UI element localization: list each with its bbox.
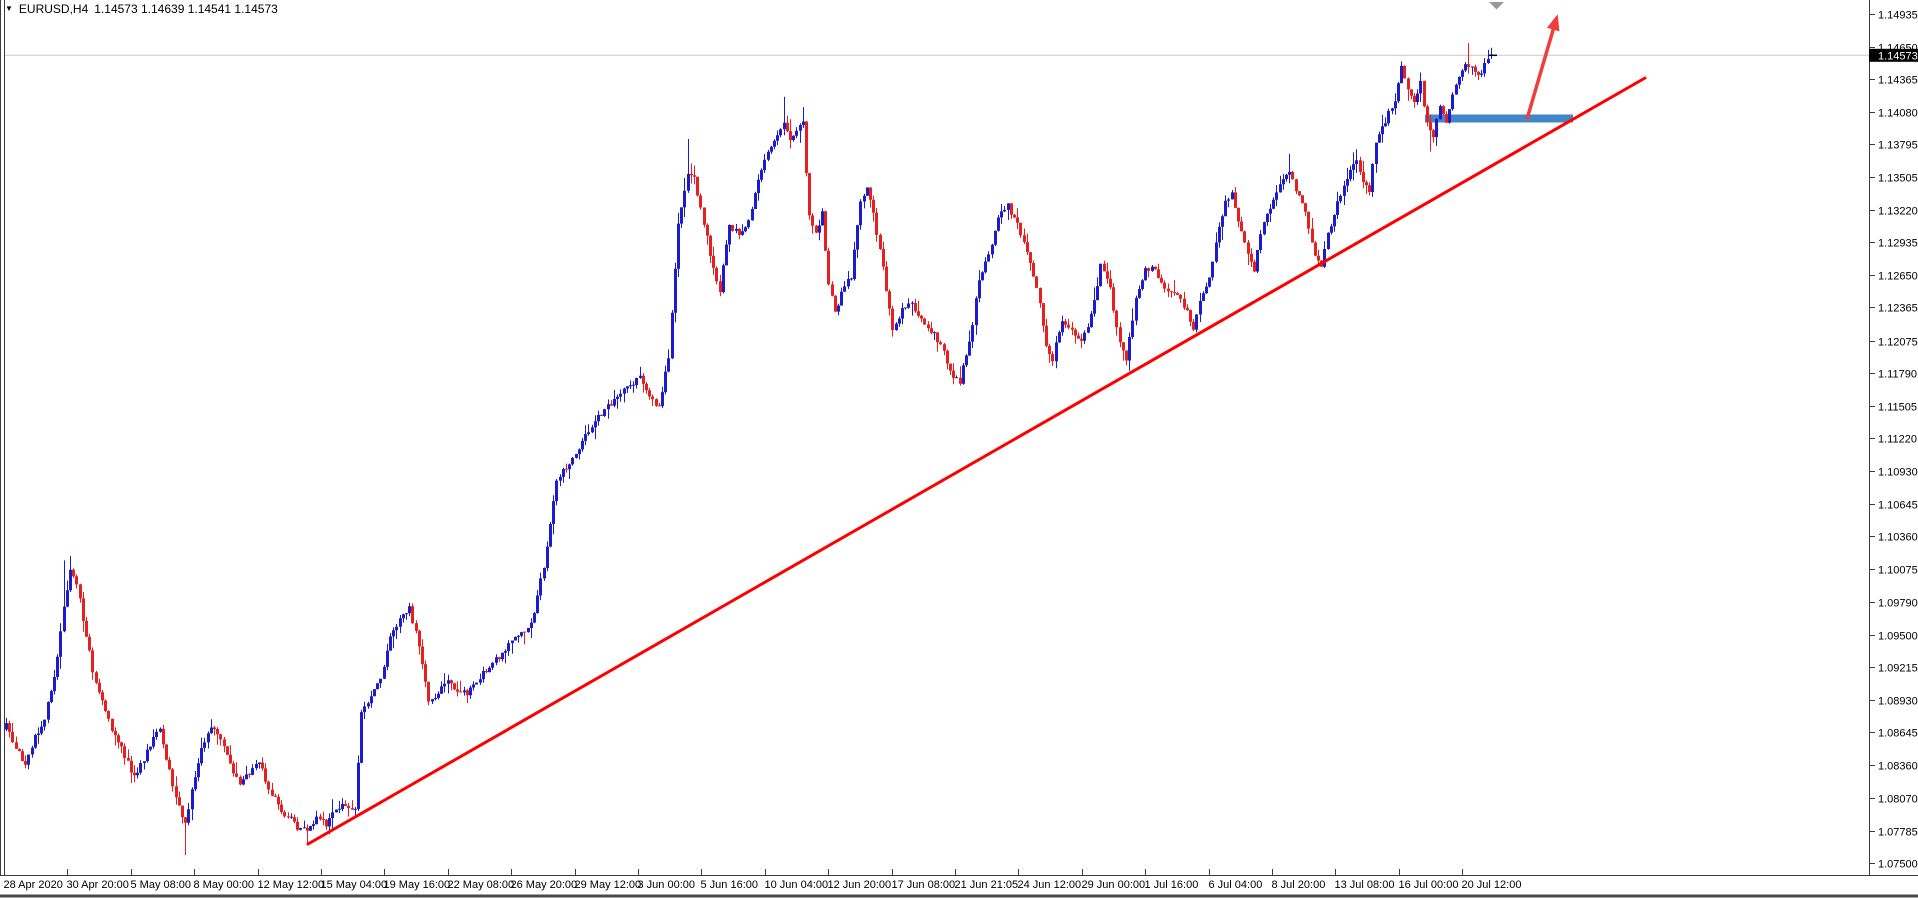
time-label: 16 Jul 00:00 xyxy=(1399,879,1459,891)
time-label: 15 May 04:00 xyxy=(321,879,388,891)
price-label: 1.12075 xyxy=(1878,337,1918,349)
time-label: 1 Jul 16:00 xyxy=(1145,879,1199,891)
bull-candle-wicks xyxy=(6,47,1492,835)
time-label: 17 Jun 08:00 xyxy=(892,879,956,891)
chart-title-bar: ▼ EURUSD,H4 1.14573 1.14639 1.14541 1.14… xyxy=(5,2,278,16)
price-axis[interactable]: 1.149351.146501.143651.140801.137951.135… xyxy=(1869,0,1918,875)
bear-candle-wicks xyxy=(9,43,1479,856)
symbol-period-label: EURUSD,H4 xyxy=(18,2,89,16)
time-label: 5 Jun 16:00 xyxy=(701,879,759,891)
ohlc-quote-label: 1.14573 1.14639 1.14541 1.14573 xyxy=(94,2,278,16)
time-label: 3 Jun 00:00 xyxy=(638,879,696,891)
time-label: 29 May 12:00 xyxy=(575,879,642,891)
price-label: 1.11790 xyxy=(1878,369,1917,381)
time-label: 26 May 20:00 xyxy=(511,879,578,891)
price-label: 1.09500 xyxy=(1878,631,1918,643)
time-label: 12 May 12:00 xyxy=(258,879,325,891)
buy-projection-arrow[interactable] xyxy=(1525,14,1560,120)
time-label: 24 Jun 12:00 xyxy=(1018,879,1082,891)
price-label: 1.07785 xyxy=(1878,827,1918,839)
time-label: 29 Jun 00:00 xyxy=(1082,879,1146,891)
time-label: 6 Jul 04:00 xyxy=(1209,879,1263,891)
price-label: 1.07500 xyxy=(1878,859,1918,871)
price-label: 1.12365 xyxy=(1878,303,1918,315)
time-label: 12 Jun 20:00 xyxy=(828,879,892,891)
price-label: 1.12650 xyxy=(1878,271,1918,283)
time-label: 8 May 00:00 xyxy=(194,879,255,891)
ascending-trendline[interactable] xyxy=(306,76,1647,846)
price-label: 1.11220 xyxy=(1878,434,1917,446)
time-label: 5 May 08:00 xyxy=(131,879,192,891)
time-label: 30 Apr 20:00 xyxy=(67,879,129,891)
price-label: 1.13795 xyxy=(1878,140,1918,152)
price-label: 1.12935 xyxy=(1878,238,1918,250)
bull-candle-bodies xyxy=(5,54,1493,831)
price-label: 1.09790 xyxy=(1878,598,1918,610)
time-axis[interactable]: 28 Apr 2020 30 Apr 20:00 5 May 08:00 8 May … xyxy=(0,869,1918,891)
price-label: 1.08070 xyxy=(1878,794,1918,806)
time-label: 21 Jun 21:05 xyxy=(955,879,1019,891)
price-label: 1.08360 xyxy=(1878,761,1918,773)
price-label: 1.14365 xyxy=(1878,75,1918,87)
price-label: 1.13505 xyxy=(1878,173,1918,185)
bear-candle-bodies xyxy=(8,64,1480,831)
symbol-dropdown-icon[interactable]: ▼ xyxy=(5,4,13,13)
time-label: 19 May 16:00 xyxy=(384,879,451,891)
time-label: 10 Jun 04:00 xyxy=(765,879,829,891)
price-label: 1.13220 xyxy=(1878,206,1918,218)
price-label: 1.10075 xyxy=(1878,565,1918,577)
candles-layer xyxy=(5,43,1493,856)
time-label: 22 May 08:00 xyxy=(448,879,515,891)
time-label: 28 Apr 2020 xyxy=(4,879,63,891)
price-label: 1.11505 xyxy=(1878,402,1917,414)
time-label: 20 Jul 12:00 xyxy=(1462,879,1522,891)
price-label: 1.08645 xyxy=(1878,728,1918,740)
price-label: 1.10360 xyxy=(1878,532,1918,544)
time-label: 8 Jul 20:00 xyxy=(1272,879,1326,891)
time-label: 13 Jul 08:00 xyxy=(1335,879,1395,891)
price-label: 1.14080 xyxy=(1878,108,1918,120)
price-label: 1.10930 xyxy=(1878,467,1918,479)
price-label: 1.09215 xyxy=(1878,663,1918,675)
price-label: 1.14935 xyxy=(1878,10,1918,22)
current-price-label: 1.14573 xyxy=(1878,50,1918,62)
chart-shift-marker-icon[interactable] xyxy=(1489,2,1504,10)
price-label: 1.10645 xyxy=(1878,500,1918,512)
price-label: 1.08930 xyxy=(1878,696,1918,708)
support-resistance-band[interactable] xyxy=(1425,114,1573,123)
current-price-badge: 1.14573 xyxy=(1869,48,1918,62)
